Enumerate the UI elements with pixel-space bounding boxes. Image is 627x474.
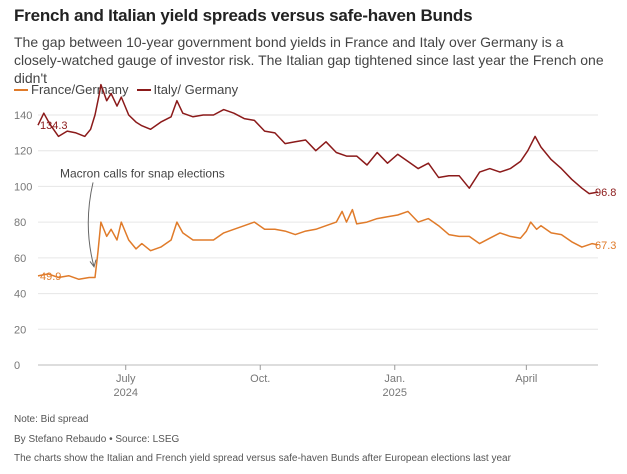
y-tick-label: 100 bbox=[14, 181, 32, 193]
y-tick-label: 60 bbox=[14, 253, 26, 265]
y-tick-label: 140 bbox=[14, 110, 32, 122]
byline-text: By Stefano Rebaudo • Source: LSEG bbox=[14, 434, 180, 445]
chart-title: French and Italian yield spreads versus … bbox=[14, 6, 473, 25]
x-tick-label: April bbox=[515, 373, 537, 385]
x-tick-label: Oct. bbox=[250, 373, 270, 385]
y-tick-label: 20 bbox=[14, 324, 26, 336]
annotation-arrow bbox=[87, 182, 95, 267]
x-tick-label: Jan. bbox=[384, 373, 405, 385]
france-line bbox=[37, 208, 599, 281]
start-value-label: 134.3 bbox=[40, 120, 68, 132]
y-tick-label: 40 bbox=[14, 289, 26, 301]
x-tick-year-label: 2024 bbox=[113, 387, 137, 399]
x-tick-year-label: 2025 bbox=[383, 387, 407, 399]
italy-line bbox=[37, 83, 599, 195]
y-tick-label: 80 bbox=[14, 217, 26, 229]
y-tick-label: 0 bbox=[14, 360, 20, 372]
start-value-label: 49.9 bbox=[40, 271, 61, 283]
end-value-label: 96.8 bbox=[595, 187, 616, 199]
x-tick-label: July bbox=[116, 373, 136, 385]
legend-label-italy: Italy/ Germany bbox=[153, 82, 239, 97]
legend-swatch-italy bbox=[136, 88, 151, 91]
legend-item-italy: Italy/ Germany bbox=[136, 82, 239, 97]
caption-text: The charts show the Italian and French y… bbox=[14, 453, 511, 464]
annotation-arrowhead bbox=[89, 259, 97, 268]
end-value-label: 67.3 bbox=[595, 240, 616, 252]
chart-subtitle: The gap between 10-year government bond … bbox=[14, 34, 604, 86]
note-text: Note: Bid spread bbox=[14, 414, 89, 425]
annotation-text: Macron calls for snap elections bbox=[60, 166, 225, 180]
legend-swatch-france bbox=[14, 88, 28, 91]
y-tick-label: 120 bbox=[14, 146, 32, 158]
